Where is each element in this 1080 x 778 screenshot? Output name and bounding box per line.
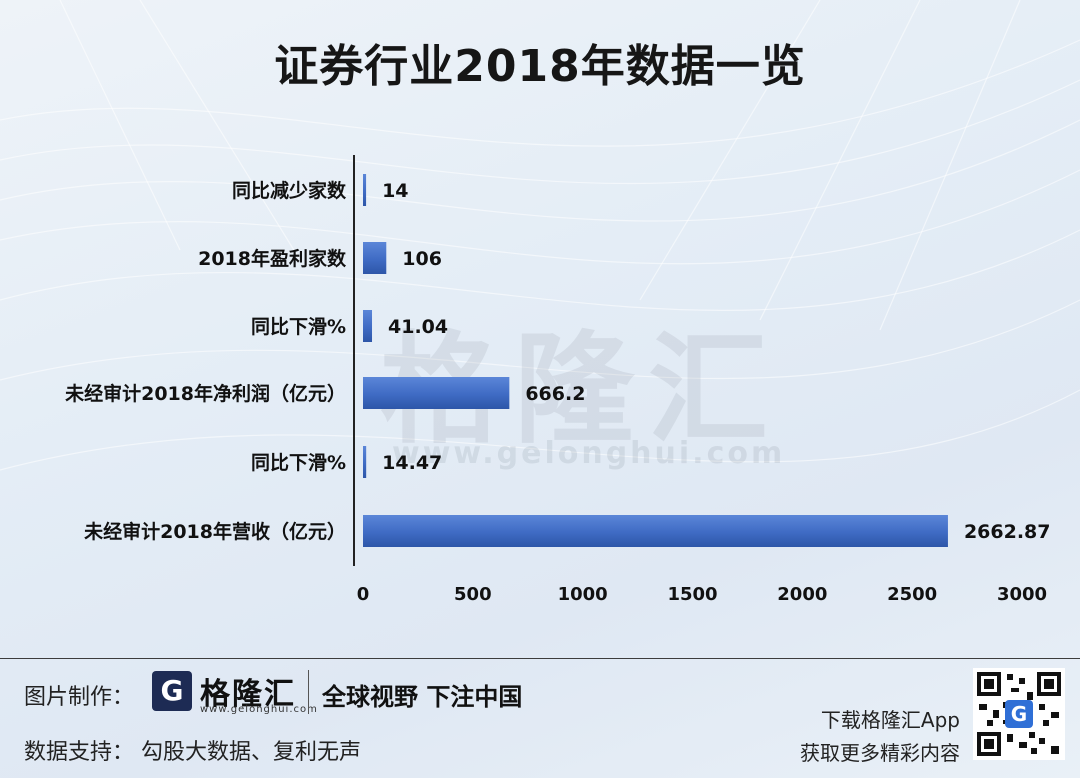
- data-label: 2662.87: [964, 521, 1051, 543]
- x-tick-label: 2500: [887, 584, 937, 605]
- brand-name: 格隆汇: [200, 677, 296, 712]
- bar: [363, 515, 948, 547]
- x-tick-label: 1500: [667, 584, 717, 605]
- brand-logo-icon: G: [152, 671, 192, 711]
- footer-divider: [0, 658, 1080, 659]
- brand-url: www.gelonghui.com: [200, 704, 318, 715]
- bar-chart: 同比减少家数 14 2018年盈利家数 106 同比下滑% 41.04 未经审计2018年净…: [64, 155, 1051, 605]
- svg-text:G: G: [1011, 702, 1027, 726]
- bar: [363, 242, 387, 274]
- data-label: 41.04: [388, 316, 448, 338]
- made-by-label: 图片制作：: [24, 685, 135, 710]
- data-support-text: 数据支持： 勾股大数据、复利无声: [24, 740, 361, 765]
- x-tick-label: 1000: [558, 584, 608, 605]
- bar: [363, 377, 510, 409]
- watermark-url: www.gelonghui.com: [392, 436, 786, 471]
- qr-code-icon[interactable]: G: [973, 668, 1065, 760]
- category-label: 2018年盈利家数: [198, 247, 347, 270]
- data-label: 666.2: [525, 383, 585, 405]
- data-label: 106: [402, 248, 442, 270]
- slogan: 全球视野 下注中国: [322, 683, 523, 711]
- download-app-text: 下载格隆汇App: [820, 708, 960, 732]
- data-label: 14.47: [382, 452, 442, 474]
- data-label: 14: [382, 180, 408, 202]
- category-label: 同比减少家数: [232, 179, 347, 202]
- x-tick-label: 2000: [777, 584, 827, 605]
- bar: [363, 310, 373, 342]
- x-tick-label: 3000: [997, 584, 1047, 605]
- category-label: 同比下滑%: [251, 452, 346, 474]
- bar: [363, 174, 367, 206]
- brand-separator: [308, 670, 309, 714]
- page-title: 证券行业2018年数据一览: [274, 41, 806, 92]
- category-label: 未经审计2018年营收（亿元）: [83, 520, 346, 543]
- bar: [363, 446, 367, 478]
- category-label: 同比下滑%: [251, 316, 346, 338]
- more-content-text: 获取更多精彩内容: [800, 741, 960, 765]
- x-tick-label: 0: [357, 584, 370, 605]
- x-tick-label: 500: [454, 584, 492, 605]
- category-label: 未经审计2018年净利润（亿元）: [64, 382, 346, 405]
